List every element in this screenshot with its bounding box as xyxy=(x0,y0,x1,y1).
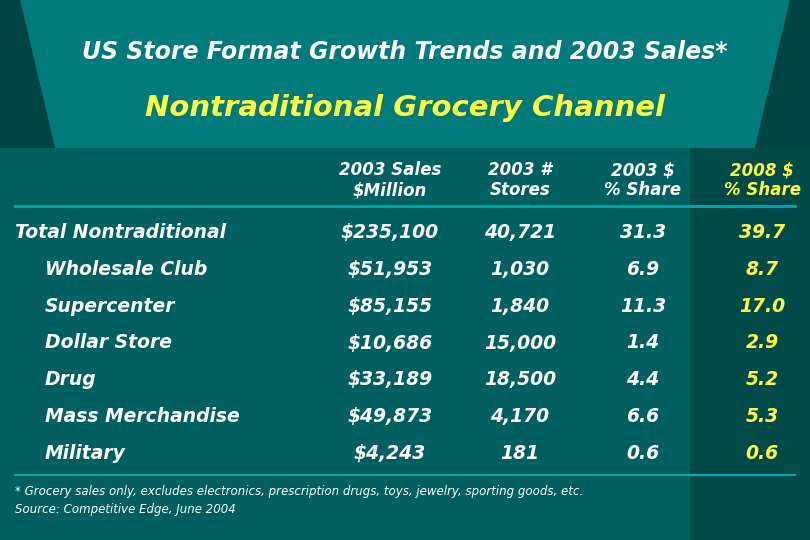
Text: $49,873: $49,873 xyxy=(347,407,433,426)
Text: 181: 181 xyxy=(501,444,539,463)
Text: US Store Format Growth Trends and 2003 Sales*: US Store Format Growth Trends and 2003 S… xyxy=(82,40,728,64)
Text: 15,000: 15,000 xyxy=(484,334,556,353)
Text: 39.7: 39.7 xyxy=(739,223,785,242)
Text: Source: Competitive Edge, June 2004: Source: Competitive Edge, June 2004 xyxy=(15,503,236,516)
Text: 4.4: 4.4 xyxy=(626,370,659,389)
Text: $10,686: $10,686 xyxy=(347,334,433,353)
Text: 5.2: 5.2 xyxy=(745,370,778,389)
Text: 0.6: 0.6 xyxy=(626,444,659,463)
Text: 2003 $: 2003 $ xyxy=(611,161,675,179)
Text: 1,030: 1,030 xyxy=(490,260,549,279)
Polygon shape xyxy=(20,0,790,148)
Text: Drug: Drug xyxy=(45,370,96,389)
Text: 2008 $: 2008 $ xyxy=(730,161,794,179)
Text: Military: Military xyxy=(45,444,126,463)
Text: $51,953: $51,953 xyxy=(347,260,433,279)
Text: 1.4: 1.4 xyxy=(626,334,659,353)
Text: Mass Merchandise: Mass Merchandise xyxy=(45,407,240,426)
Text: $Million: $Million xyxy=(353,181,427,199)
Text: 2003 #: 2003 # xyxy=(488,161,552,179)
Text: 1,840: 1,840 xyxy=(490,296,549,316)
Text: $235,100: $235,100 xyxy=(341,223,439,242)
Text: 6.9: 6.9 xyxy=(626,260,659,279)
Polygon shape xyxy=(690,70,810,540)
Text: 40,721: 40,721 xyxy=(484,223,556,242)
Text: * Grocery sales only, excludes electronics, prescription drugs, toys, jewelry, s: * Grocery sales only, excludes electroni… xyxy=(15,485,583,498)
Text: $4,243: $4,243 xyxy=(354,444,426,463)
Text: 0.6: 0.6 xyxy=(745,444,778,463)
Text: % Share: % Share xyxy=(723,181,800,199)
Text: % Share: % Share xyxy=(604,181,681,199)
Text: $33,189: $33,189 xyxy=(347,370,433,389)
Text: 2003 Sales: 2003 Sales xyxy=(339,161,441,179)
Text: Wholesale Club: Wholesale Club xyxy=(45,260,207,279)
Text: 17.0: 17.0 xyxy=(739,296,785,316)
Text: 11.3: 11.3 xyxy=(620,296,666,316)
Text: 2.9: 2.9 xyxy=(745,334,778,353)
Text: 6.6: 6.6 xyxy=(626,407,659,426)
Polygon shape xyxy=(755,0,810,148)
Text: 18,500: 18,500 xyxy=(484,370,556,389)
Text: 4,170: 4,170 xyxy=(490,407,549,426)
Polygon shape xyxy=(0,0,55,148)
Text: Total Nontraditional: Total Nontraditional xyxy=(15,223,226,242)
Text: Stores: Stores xyxy=(489,181,550,199)
Text: $85,155: $85,155 xyxy=(347,296,433,316)
Text: 8.7: 8.7 xyxy=(745,260,778,279)
Text: 31.3: 31.3 xyxy=(620,223,666,242)
Text: Nontraditional Grocery Channel: Nontraditional Grocery Channel xyxy=(145,94,665,122)
Text: 5.3: 5.3 xyxy=(745,407,778,426)
Text: Supercenter: Supercenter xyxy=(45,296,176,316)
Text: Dollar Store: Dollar Store xyxy=(45,334,172,353)
